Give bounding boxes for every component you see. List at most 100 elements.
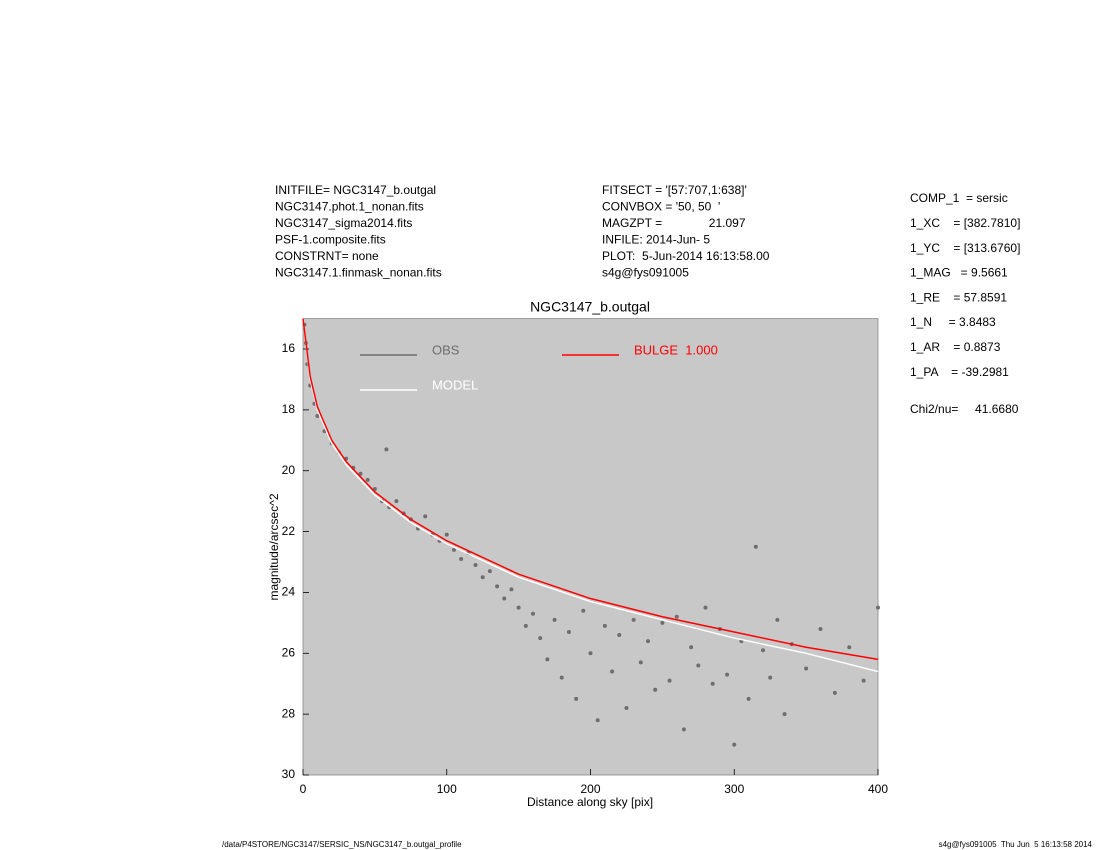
y-tick-label: 16 <box>282 341 296 355</box>
data-point <box>624 706 629 711</box>
data-point <box>689 645 694 650</box>
info-text: NGC3147.1.finmask_nonan.fits <box>275 266 442 280</box>
footer-left: /data/P4STORE/NGC3147/SERSIC_NS/NGC3147_… <box>222 840 462 849</box>
info-text: NGC3147_sigma2014.fits <box>275 216 412 230</box>
x-axis-label: Distance along sky [pix] <box>527 795 653 809</box>
data-point <box>768 675 773 680</box>
data-point <box>538 636 543 641</box>
data-point <box>531 611 535 616</box>
data-point <box>832 690 837 695</box>
y-tick-label: 18 <box>282 402 296 416</box>
x-tick-label: 100 <box>437 782 457 796</box>
param-text: 1_MAG = 9.5661 <box>910 266 1008 280</box>
data-point <box>459 556 464 561</box>
data-point <box>552 617 557 622</box>
data-point <box>753 544 758 549</box>
info-text: NGC3147.phot.1_nonan.fits <box>275 200 424 214</box>
data-point <box>667 678 672 683</box>
data-point <box>394 499 399 504</box>
data-point <box>423 514 428 519</box>
data-point <box>487 569 492 574</box>
data-point <box>516 605 521 610</box>
data-point <box>646 639 650 644</box>
data-point <box>674 614 679 619</box>
data-point <box>660 620 665 625</box>
data-point <box>617 633 622 638</box>
data-point <box>444 532 449 537</box>
param-text: 1_PA = -39.2981 <box>910 365 1009 379</box>
data-point <box>775 617 780 622</box>
data-point <box>495 584 500 589</box>
data-point <box>473 563 478 568</box>
param-text: 1_AR = 0.8873 <box>910 340 1001 354</box>
chart-title: NGC3147_b.outgal <box>530 299 650 315</box>
plot-area <box>302 318 879 776</box>
data-point <box>732 742 737 747</box>
x-tick-label: 0 <box>300 782 307 796</box>
y-tick-label: 20 <box>282 463 296 477</box>
data-point <box>861 678 866 683</box>
data-point <box>480 575 485 580</box>
info-text: MAGZPT = 21.097 <box>602 216 746 230</box>
data-point <box>574 696 579 701</box>
x-tick-label: 200 <box>580 782 600 796</box>
info-text: INITFILE= NGC3147_b.outgal <box>275 183 436 197</box>
data-point <box>523 623 528 628</box>
data-point <box>365 477 370 482</box>
y-tick-label: 26 <box>282 645 296 659</box>
legend-label: OBS <box>432 342 460 357</box>
y-tick-label: 28 <box>282 706 296 720</box>
data-point <box>681 727 686 732</box>
info-text: CONVBOX = '50, 50 ' <box>602 200 720 214</box>
data-point <box>653 687 658 692</box>
x-tick-label: 400 <box>868 782 888 796</box>
data-point <box>703 605 708 610</box>
data-point <box>545 657 550 662</box>
param-text: 1_YC = [313.6760] <box>910 241 1020 255</box>
data-point <box>502 596 507 601</box>
chi2: Chi2/nu= 41.6680 <box>910 402 1019 416</box>
data-point <box>384 447 389 452</box>
info-text: PSF-1.composite.fits <box>275 233 386 247</box>
data-point <box>451 547 456 552</box>
data-point <box>638 660 643 665</box>
data-point <box>782 712 787 717</box>
y-tick-label: 30 <box>282 767 296 781</box>
data-point <box>509 587 514 592</box>
param-text: COMP_1 = sersic <box>910 191 1008 205</box>
param-text: 1_RE = 57.8591 <box>910 290 1007 304</box>
data-point <box>595 718 600 723</box>
info-text: CONSTRNT= none <box>275 249 379 263</box>
y-tick-label: 24 <box>282 585 296 599</box>
param-text: 1_XC = [382.7810] <box>910 216 1020 230</box>
data-point <box>761 648 765 653</box>
y-axis-label: magnitude/arcsec^2 <box>267 493 281 600</box>
info-text: FITSECT = '[57:707,1:638]' <box>602 183 747 197</box>
model-line <box>302 318 879 673</box>
data-point <box>588 651 593 656</box>
data-point <box>710 681 715 686</box>
data-point <box>610 669 615 674</box>
x-tick-label: 300 <box>724 782 744 796</box>
data-point <box>602 623 607 628</box>
data-point <box>804 666 809 671</box>
info-text: INFILE: 2014-Jun- 5 <box>602 233 710 247</box>
y-tick-label: 22 <box>282 524 296 538</box>
param-text: 1_N = 3.8483 <box>910 315 996 329</box>
data-point <box>746 696 751 701</box>
data-point <box>847 645 852 650</box>
legend-label: MODEL <box>432 377 478 392</box>
data-point <box>631 617 636 622</box>
data-point <box>566 629 571 634</box>
data-point <box>315 413 320 418</box>
footer-right: s4g@fys091005 Thu Jun 5 16:13:58 2014 <box>939 840 1093 849</box>
data-point <box>559 675 564 680</box>
data-point <box>581 608 586 613</box>
info-text: s4g@fys091005 <box>602 266 689 280</box>
data-point <box>696 663 701 668</box>
data-point <box>876 605 880 610</box>
model-line <box>302 318 879 661</box>
legend-label: BULGE 1.000 <box>634 342 718 357</box>
info-text: PLOT: 5-Jun-2014 16:13:58.00 <box>602 249 770 263</box>
